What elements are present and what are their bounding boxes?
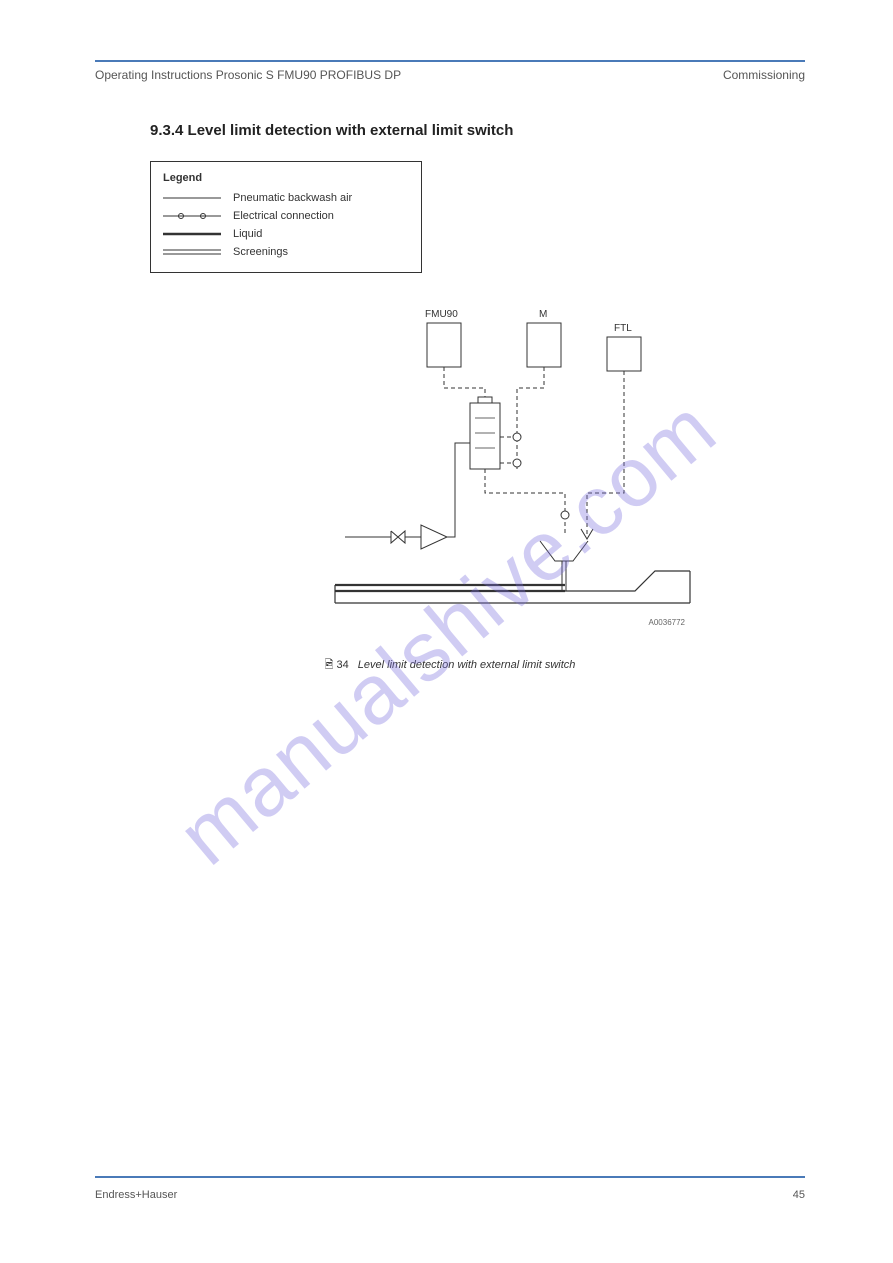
legend-title: Legend bbox=[163, 172, 409, 184]
diagram-svg: FMU90 M FTL A0036772 bbox=[95, 303, 805, 643]
page-footer: Endress+Hauser 45 bbox=[95, 1189, 805, 1201]
legend-row-electrical: Electrical connection bbox=[163, 210, 409, 222]
legend-label: Liquid bbox=[233, 228, 262, 240]
legend-row-pneumatic: Pneumatic backwash air bbox=[163, 192, 409, 204]
diagram: FMU90 M FTL A0036772 🖻 34 Level limit de… bbox=[95, 303, 805, 663]
top-rule bbox=[95, 60, 805, 62]
footer-left: Endress+Hauser bbox=[95, 1189, 177, 1201]
page-header: Operating Instructions Prosonic S FMU90 … bbox=[95, 68, 805, 82]
node-label-fmu90: FMU90 bbox=[425, 309, 458, 320]
legend-label: Screenings bbox=[233, 246, 288, 258]
line-with-dots-icon bbox=[163, 211, 221, 221]
section-name: Commissioning bbox=[723, 68, 805, 82]
node-label-motor: M bbox=[539, 309, 547, 320]
thin-line-icon bbox=[163, 193, 221, 203]
double-line-icon bbox=[163, 247, 221, 257]
bottom-rule bbox=[95, 1176, 805, 1178]
legend-label: Pneumatic backwash air bbox=[233, 192, 352, 204]
doc-title: Operating Instructions Prosonic S FMU90 … bbox=[95, 68, 401, 82]
footer-page-number: 45 bbox=[793, 1189, 805, 1201]
diagram-code: A0036772 bbox=[649, 618, 686, 627]
legend-row-liquid: Liquid bbox=[163, 228, 409, 240]
legend-box: Legend Pneumatic backwash air Electrical… bbox=[150, 161, 422, 273]
node-label-ftl: FTL bbox=[614, 323, 632, 334]
caption-text: Level limit detection with external limi… bbox=[358, 659, 576, 671]
thick-line-icon bbox=[163, 229, 221, 239]
legend-row-screenings: Screenings bbox=[163, 246, 409, 258]
section-heading: 9.3.4 Level limit detection with externa… bbox=[150, 122, 805, 139]
diagram-caption: 🖻 34 Level limit detection with external… bbox=[95, 656, 805, 675]
legend-label: Electrical connection bbox=[233, 210, 334, 222]
caption-symbol: 🖻 34 bbox=[325, 659, 349, 671]
